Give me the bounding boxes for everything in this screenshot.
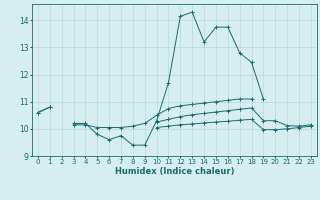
X-axis label: Humidex (Indice chaleur): Humidex (Indice chaleur)	[115, 167, 234, 176]
